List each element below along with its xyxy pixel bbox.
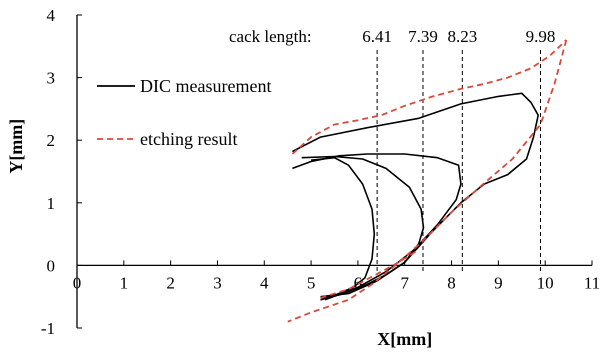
legend: DIC measurement etching result	[97, 76, 271, 149]
legend-label-dic: DIC measurement	[140, 76, 271, 96]
crack-length-value: 6.41	[362, 27, 392, 46]
y-tick-label: 1	[47, 194, 56, 213]
x-tick-label: 9	[494, 273, 503, 292]
y-tick-label: 2	[47, 131, 56, 150]
y-axis-label: Y[mm]	[6, 119, 26, 174]
x-tick-label: 2	[166, 273, 175, 292]
axes	[77, 15, 592, 328]
series-etching-result-line	[288, 40, 567, 322]
x-tick-label: 5	[307, 273, 316, 292]
x-tick-label: 10	[537, 273, 554, 292]
crack-length-value: 9.98	[526, 27, 556, 46]
y-tick-label: 3	[47, 69, 56, 88]
series-layer	[288, 40, 567, 322]
series-dic-measurement-line	[311, 158, 374, 298]
x-tick-label: 8	[447, 273, 456, 292]
x-tick-label: 3	[213, 273, 222, 292]
x-tick-label: 4	[260, 273, 269, 292]
crack-length-values: 6.41 7.39 8.23 9.98	[362, 27, 555, 46]
crack-length-lines	[377, 50, 540, 272]
x-tick-label: 11	[584, 273, 600, 292]
series-dic-measurement-line	[292, 93, 538, 296]
x-tick-label: 0	[73, 273, 82, 292]
crack-length-caption: cack length:	[229, 27, 312, 46]
x-tick-label: 1	[120, 273, 129, 292]
x-tick-label: 7	[400, 273, 409, 292]
x-axis-label: X[mm]	[377, 329, 432, 349]
legend-label-etching: etching result	[140, 129, 237, 149]
y-tick-label: 4	[47, 6, 56, 25]
crack-length-value: 7.39	[408, 27, 438, 46]
crack-length-value: 8.23	[447, 27, 477, 46]
y-tick-label: -1	[41, 319, 55, 338]
y-tick-label: 0	[47, 256, 56, 275]
